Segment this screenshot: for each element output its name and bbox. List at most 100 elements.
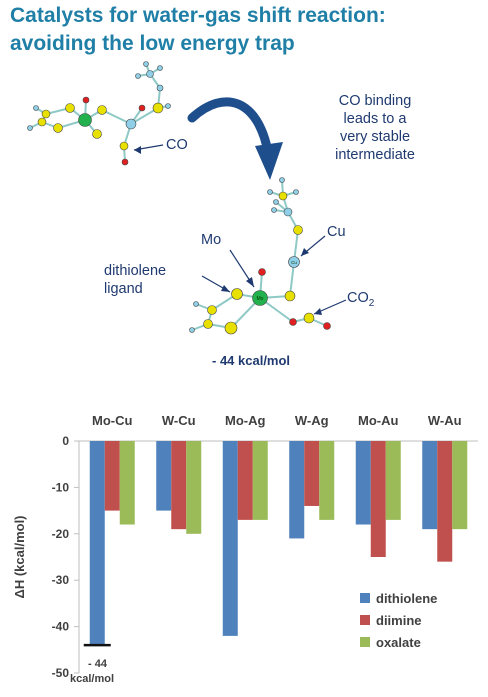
legend-label-diimine: diimine (376, 613, 422, 628)
carbon-atom (203, 319, 213, 329)
category-label: W-Ag (295, 413, 329, 428)
oxygen-atom (121, 158, 129, 166)
bar-diimine (370, 441, 386, 557)
copper-atom (125, 118, 137, 130)
enthalpy-bar-chart: 0 -10 -20 -30 -40 -50 ΔH (kcal/mol) Mo-Cu W-Cu Mo… (12, 413, 478, 685)
sulfur-atom (224, 321, 238, 335)
molecule-2-pointer-heads (221, 248, 322, 315)
hydrogen-atom (193, 301, 199, 307)
y-tick-label: -30 (52, 573, 70, 587)
dithiolene-line: dithiolene (104, 263, 167, 279)
carbon-atom (156, 84, 164, 92)
molecule-1-atoms (27, 61, 171, 166)
hydrogen-atom (165, 103, 171, 109)
copper-atom (288, 256, 300, 268)
bar-oxalate (319, 441, 335, 520)
hydrogen-atom (189, 327, 195, 333)
co2-label: CO2 (347, 289, 374, 313)
molecule-2-atoms (189, 177, 331, 335)
annotation-unit: kcal/mol (70, 673, 114, 685)
co-pointer-head (134, 146, 141, 154)
legend-swatch-diimine (360, 615, 370, 625)
sulfur-atom (92, 129, 102, 139)
sulfur-atom (37, 117, 47, 127)
sulfur-atom (41, 109, 51, 119)
bar-diimine (171, 441, 187, 530)
sulfur-atom (293, 225, 303, 235)
bar-dithiolene (355, 441, 371, 525)
sulfur-atom (231, 288, 243, 300)
hydrogen-atom (267, 189, 273, 195)
mo-atom-symbol: Mo (257, 296, 264, 302)
note-line: leads to a (343, 111, 407, 127)
carbon-atom (207, 305, 217, 315)
bar-oxalate (385, 441, 401, 520)
chart-axes (74, 440, 478, 674)
chart-bars (89, 441, 468, 646)
dithiolene-ligand-label: dithiolene ligand (104, 262, 166, 298)
bar-dithiolene (222, 441, 238, 636)
sulfur-atom (97, 105, 107, 115)
bar-oxalate (186, 441, 202, 534)
oxygen-atom (289, 318, 297, 326)
page-title: Catalysts for water-gas shift reaction: … (10, 2, 480, 58)
cu-label: Cu (327, 224, 346, 240)
category-label: Mo-Ag (225, 413, 265, 428)
cu-atom-symbol: Cu (291, 260, 297, 265)
bar-oxalate (452, 441, 468, 530)
y-tick-label: -20 (52, 527, 70, 541)
carbon-atom (303, 312, 315, 324)
oxygen-atom (323, 322, 331, 330)
molybdenum-atom (78, 113, 92, 127)
carbon-atom (146, 70, 154, 78)
curved-arrow (187, 97, 273, 157)
energy-label: - 44 kcal/mol (212, 353, 291, 368)
hydrogen-atom (143, 61, 149, 67)
oxygen-atom (82, 96, 90, 104)
note-line: very stable (339, 129, 411, 145)
category-label: Mo-Cu (92, 413, 132, 428)
note-line: CO binding (338, 93, 412, 109)
category-label: W-Cu (162, 413, 196, 428)
legend-label-oxalate: oxalate (376, 635, 421, 650)
co2-subscript: 2 (368, 297, 375, 309)
bar-diimine (437, 441, 453, 562)
bar-oxalate (119, 441, 135, 525)
bar-diimine (237, 441, 253, 520)
chart-labels: 0 -10 -20 -30 -40 -50 ΔH (kcal/mol) Mo-Cu W-Cu Mo… (12, 413, 462, 685)
hydrogen-atom (33, 105, 39, 111)
co-label: CO (166, 137, 188, 153)
hydrogen-atom (27, 125, 33, 131)
legend-label-dithiolene: dithiolene (376, 591, 437, 606)
sulfur-atom (284, 290, 296, 302)
chart-legend: dithiolene diimine oxalate (360, 591, 437, 650)
sulfur-atom (152, 102, 164, 114)
molecule-illustration: Mo Cu (27, 61, 347, 335)
bar-diimine (304, 441, 320, 506)
carbon-atom (283, 207, 293, 217)
molybdenum-atom (252, 290, 268, 306)
title-line-1: Catalysts for water-gas shift reaction: (10, 4, 386, 27)
bar-dithiolene (89, 441, 105, 646)
bar-diimine (104, 441, 120, 511)
oxygen-atom (258, 268, 266, 276)
y-axis-label: ΔH (kcal/mol) (12, 515, 27, 598)
co2-text: CO (347, 290, 369, 306)
annotation-value: - 44 (88, 658, 108, 670)
y-tick-label: -40 (52, 620, 70, 634)
mo-label: Mo (201, 232, 222, 248)
sulfur-atom (53, 123, 63, 133)
carbon-atom (119, 141, 129, 151)
bar-oxalate (252, 441, 268, 520)
note-line: intermediate (335, 147, 415, 163)
bar-dithiolene (156, 441, 172, 511)
dithiolene-line: ligand (104, 281, 143, 297)
y-tick-label: -10 (52, 480, 70, 494)
hydrogen-atom (279, 177, 285, 183)
hydrogen-atom (293, 189, 299, 195)
hydrogen-atom (157, 65, 163, 71)
hydrogen-atom (271, 207, 277, 213)
carbon-atom (65, 103, 75, 113)
oxygen-atom (138, 104, 146, 112)
title-line-2: avoiding the low energy trap (10, 32, 295, 55)
